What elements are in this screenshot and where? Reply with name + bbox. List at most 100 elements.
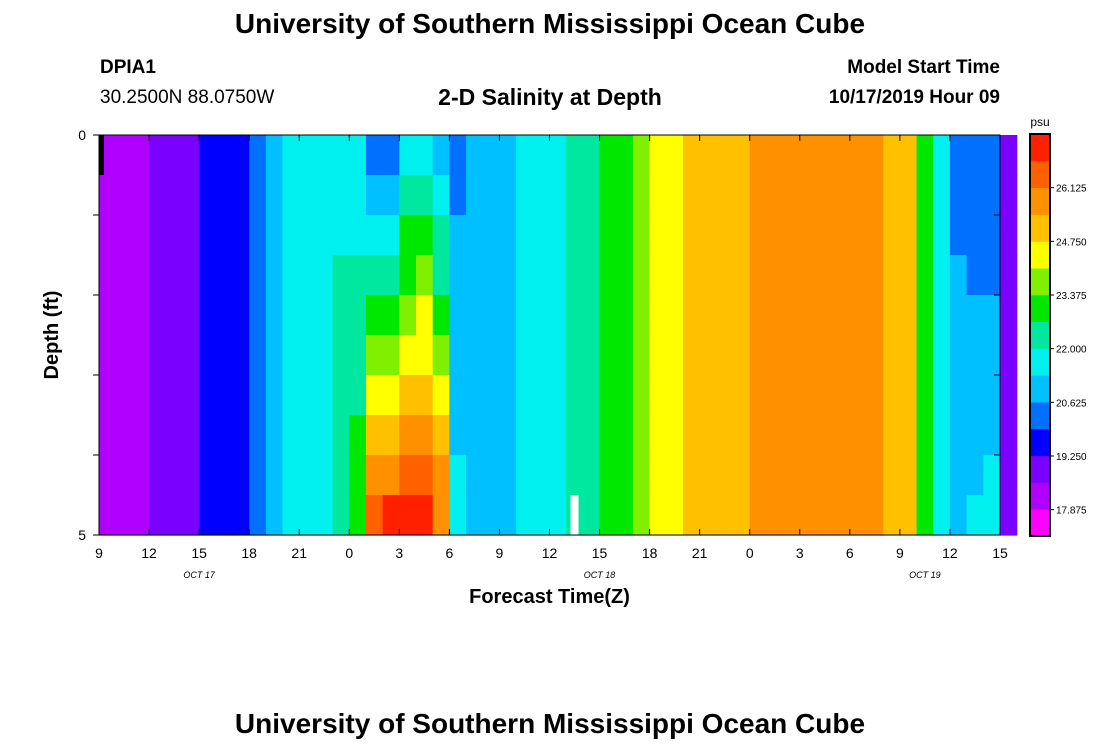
heatmap-cell [549,175,567,216]
heatmap-cell [532,335,551,376]
heatmap-cell [299,375,317,416]
heatmap-cell [199,295,217,336]
heatmap-cell [816,415,834,456]
heatmap-cell [282,415,300,456]
heatmap-cell [649,455,667,496]
heatmap-cell [99,415,117,456]
heatmap-cell [916,175,934,216]
heatmap-cell [616,495,634,536]
heatmap-cell [365,255,384,296]
heatmap-cell [1000,295,1018,336]
heatmap-cell [365,135,384,176]
heatmap-cell [599,335,617,376]
heatmap-cell [499,295,517,336]
heatmap-cell [749,335,768,376]
heatmap-cell [682,295,701,336]
heatmap-cell [215,215,234,256]
heatmap-cell [733,415,751,456]
heatmap-cell [265,175,284,216]
heatmap-cell [666,135,684,176]
heatmap-cell [382,255,400,296]
heatmap-cell [199,495,217,536]
heatmap-cell [632,455,651,496]
heatmap-cell [983,215,1001,256]
heatmap-cell [215,455,234,496]
heatmap-cell [766,255,784,296]
heatmap-cell [966,295,984,336]
heatmap-cell [566,295,584,336]
heatmap-cell [949,215,968,256]
heatmap-cell [766,375,784,416]
heatmap-cell [315,495,334,536]
heatmap-cell [232,175,250,216]
heatmap-cell [99,495,117,536]
heatmap-cell [566,135,584,176]
heatmap-cell [516,455,534,496]
heatmap-cell [466,135,484,176]
heatmap-cell [816,255,834,296]
heatmap-cell [699,175,717,216]
heatmap-cell [1000,255,1018,296]
heatmap-cell [749,175,768,216]
heatmap-cell [582,335,601,376]
heatmap-cell [382,495,400,536]
heatmap-cell [916,375,934,416]
heatmap-cell [332,295,350,336]
heatmap-cell [315,455,334,496]
heatmap-cell [682,495,701,536]
colorbar-swatch [1030,321,1050,349]
heatmap-cell [499,335,517,376]
heatmap-cell [783,495,801,536]
heatmap-cell [499,375,517,416]
heatmap-cell [699,215,717,256]
heatmap-cell [215,295,234,336]
heatmap-cell [699,135,717,176]
heatmap-cell [149,335,167,376]
heatmap-cell [299,495,317,536]
heatmap-cell [215,335,234,376]
heatmap-cell [816,215,834,256]
heatmap-cell [365,375,384,416]
heatmap-cell [466,215,484,256]
colorbar-tick-label: 23.375 [1056,291,1087,302]
heatmap-cell [716,135,734,176]
heatmap-cell [115,215,133,256]
heatmap-cell [849,175,868,216]
heatmap-cell [499,415,517,456]
heatmap-cell [933,455,951,496]
heatmap-cell [165,335,184,376]
heatmap-cell [482,415,501,456]
colorbar-tick-label: 20.625 [1056,398,1087,409]
heatmap-cell [199,335,217,376]
heatmap-cell [199,175,217,216]
heatmap-cell [332,175,350,216]
heatmap-cell [749,495,768,536]
heatmap-cell [816,295,834,336]
heatmap-cell [866,375,884,416]
heatmap-cell [349,495,367,536]
heatmap-cell [749,255,768,296]
heatmap-cell [582,375,601,416]
heatmap-cell [182,375,200,416]
heatmap-cell [249,215,267,256]
heatmap-cell [566,375,584,416]
x-tick-label: 6 [445,545,453,561]
heatmap-cell [632,335,651,376]
heatmap-cell [165,175,184,216]
heatmap-cell [299,295,317,336]
heatmap-cell [99,375,117,416]
heatmap-cell [733,495,751,536]
heatmap-cell [899,255,918,296]
heatmap-cell [149,295,167,336]
x-tick-label: 15 [191,545,207,561]
heatmap-cell [315,215,334,256]
heatmap-cell [866,335,884,376]
heatmap-cell [282,335,300,376]
heatmap-cell [432,335,450,376]
heatmap-cell [599,455,617,496]
x-tick-label: 0 [746,545,754,561]
heatmap-cell [716,415,734,456]
x-tick-label: 21 [291,545,307,561]
heatmap-cell [1000,175,1018,216]
heatmap-cell [499,175,517,216]
